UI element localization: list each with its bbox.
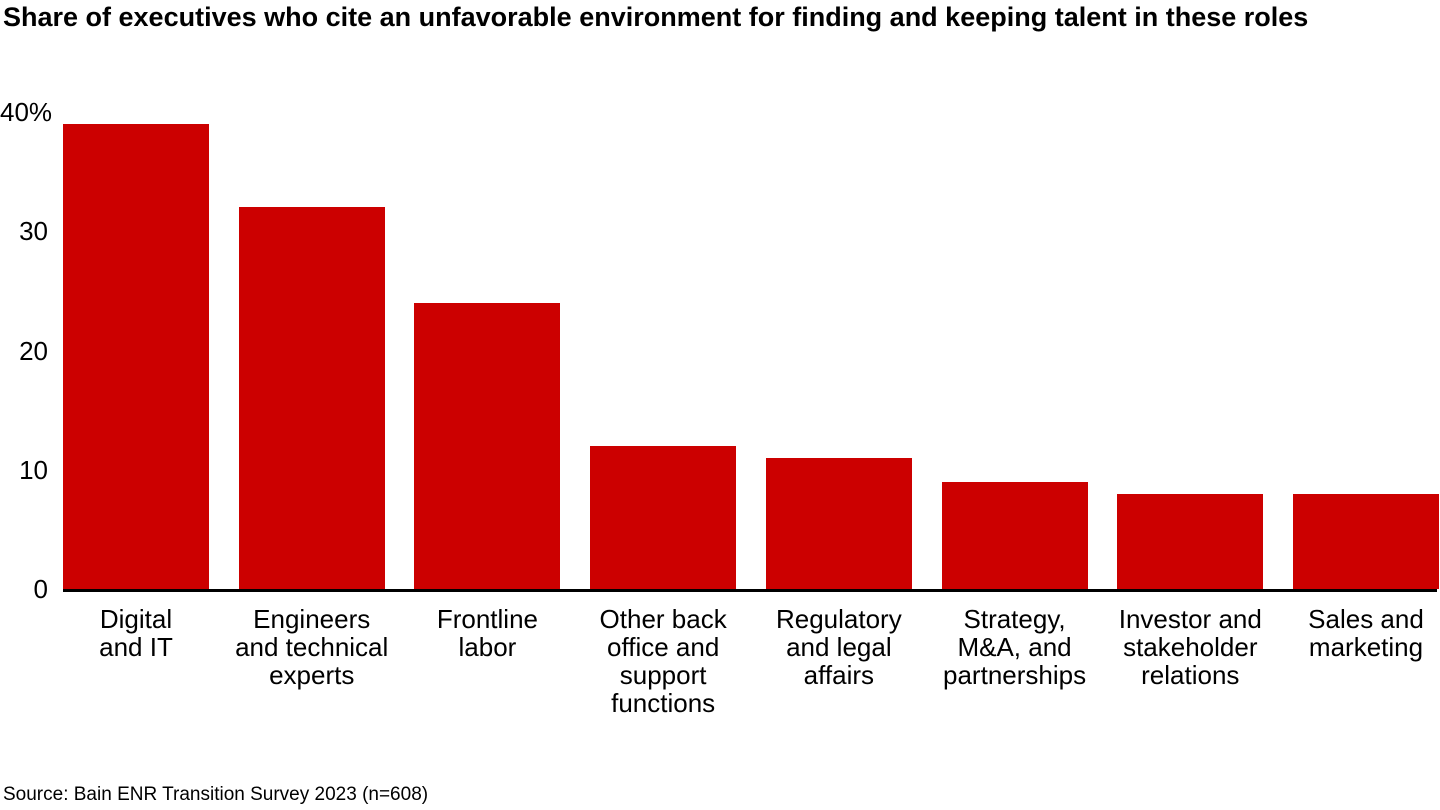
x-axis-label: Sales and marketing: [1308, 604, 1424, 662]
y-axis-tick-label: 20: [19, 335, 48, 366]
x-axis-label: Regulatory and legal affairs: [775, 604, 902, 690]
bar: [414, 302, 561, 589]
bar: [63, 123, 209, 589]
x-axis-label: Other back office and support functions: [599, 604, 727, 718]
x-axis-label: Investor and stakeholder relations: [1118, 604, 1262, 690]
y-axis-tick-label: 10: [19, 454, 48, 485]
x-axis-label: Strategy, M&A, and partnerships: [943, 604, 1087, 690]
chart-title: Share of executives who cite an unfavora…: [3, 2, 1309, 32]
bar: [238, 207, 385, 589]
bar: [1117, 493, 1264, 589]
bar: [1293, 493, 1439, 589]
source-note: Source: Bain ENR Transition Survey 2023 …: [3, 784, 429, 805]
x-axis-label: Digital and IT: [99, 604, 173, 662]
bar: [941, 481, 1088, 589]
bar: [765, 457, 912, 589]
x-axis-line: [63, 589, 1437, 592]
bar: [590, 445, 737, 589]
x-axis-label: Frontline labor: [436, 604, 538, 662]
y-axis-tick-label: 40%: [0, 97, 53, 127]
y-axis-tick-label: 0: [33, 574, 48, 604]
x-axis-label: Engineers and technical experts: [235, 604, 389, 690]
y-axis-tick-label: 30: [19, 216, 48, 247]
